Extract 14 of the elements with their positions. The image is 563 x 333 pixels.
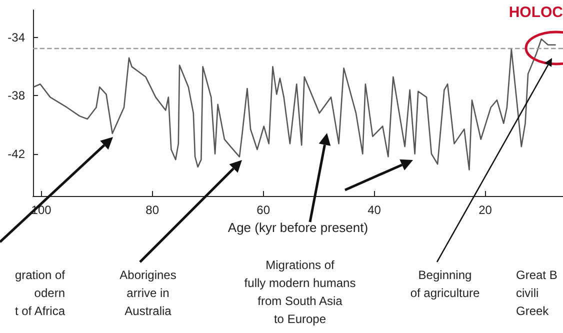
x-axis-title: Age (kyr before present) (228, 220, 368, 235)
annotation: HOLOC (508, 4, 563, 22)
x-tick-label: 40 (368, 203, 382, 217)
x-tick-label: 60 (256, 203, 270, 217)
y-tick-label: -34 (8, 30, 26, 45)
text: gration of odern t of Africa (14, 267, 65, 320)
text: Migrations of fully modern humans from South Asia to Europe (244, 257, 356, 328)
x-tick-label: 80 (146, 203, 160, 217)
text: Great B civili Greek (516, 267, 558, 320)
y-tick-label: -38 (8, 88, 26, 103)
text: Beginning of agriculture (410, 267, 480, 302)
text: Aborigines arrive in Australia (120, 267, 176, 320)
y-tick-label: -42 (8, 146, 26, 161)
x-tick-label: 20 (478, 203, 492, 217)
